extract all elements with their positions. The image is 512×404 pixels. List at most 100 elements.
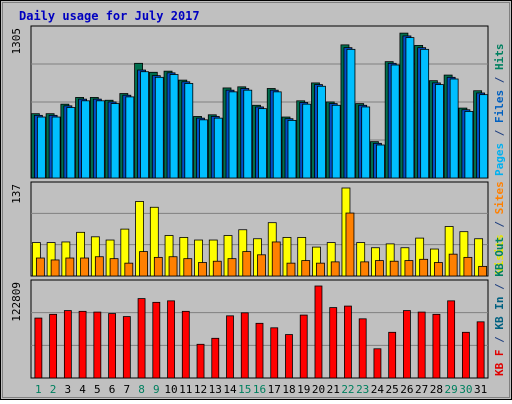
chart-title: Daily usage for July 2017 (19, 9, 200, 23)
bar-middle-sites-day-31 (478, 265, 488, 277)
bar-middle-sites-day-18 (286, 262, 296, 277)
x-tick-label-day-4: 4 (79, 383, 86, 396)
bar-middle-sites-day-25 (389, 260, 399, 277)
bar-bottom-kb-f-day-9 (152, 301, 161, 379)
bar-top-pages-day-4 (81, 100, 90, 179)
bar-middle-sites-day-17 (271, 241, 281, 277)
x-tick-label-day-30: 30 (459, 383, 472, 396)
legend-entry-bottom-0: KB F (493, 350, 506, 377)
bar-bottom-kb-f-day-18 (285, 334, 293, 379)
bar-middle-sites-day-20 (316, 262, 325, 277)
bar-top-pages-day-11 (184, 83, 194, 179)
bar-bottom-kb-f-day-3 (63, 310, 72, 379)
bar-bottom-kb-f-day-8 (137, 298, 146, 379)
bar-bottom-kb-f-day-21 (329, 307, 338, 379)
legend-entry-top-4: Hits (493, 44, 506, 71)
x-tick-label-day-7: 7 (124, 383, 131, 396)
x-axis-day-labels: 1 2 3 4 5 6 7 8 9 10 11 12 13 14 15 16 17 18 19 20 21 22 23 24 2… (35, 383, 487, 396)
bar-bottom-kb-f-day-20 (314, 285, 323, 379)
bar-top-pages-day-28 (435, 84, 444, 179)
bar-bottom-kb-f-day-16 (255, 322, 264, 379)
bar-middle-sites-day-14 (227, 258, 237, 277)
x-tick-label-day-6: 6 (109, 383, 116, 396)
bar-top-pages-day-12 (199, 119, 208, 179)
x-tick-label-day-26: 26 (400, 383, 413, 396)
bar-top-pages-day-25 (390, 64, 400, 179)
bar-bottom-kb-f-day-27 (417, 311, 426, 379)
x-tick-label-day-25: 25 (386, 383, 399, 396)
bar-middle-sites-day-2 (50, 259, 60, 277)
panel-bottom-legend: KB F / KB In / KB Out (493, 237, 506, 376)
bar-top-pages-day-1 (36, 116, 46, 179)
bar-bottom-kb-f-day-31 (476, 321, 485, 379)
x-tick-label-day-27: 27 (415, 383, 428, 396)
bar-bottom-kb-f-day-2 (49, 313, 58, 379)
x-tick-label-day-28: 28 (430, 383, 443, 396)
bar-middle-sites-day-13 (212, 260, 222, 277)
bar-middle-sites-day-7 (124, 262, 134, 277)
bar-bottom-kb-f-day-12 (196, 343, 205, 379)
bar-bottom-kb-f-day-1 (34, 317, 43, 379)
bar-top-pages-day-29 (449, 78, 459, 179)
x-tick-label-day-12: 12 (194, 383, 207, 396)
bar-top-pages-day-18 (287, 119, 297, 179)
bar-top-pages-day-17 (272, 91, 282, 179)
panel-bottom: 122809 KB F / KB In / KB Out (10, 237, 506, 379)
bar-middle-sites-day-28 (434, 262, 443, 277)
x-tick-label-day-5: 5 (94, 383, 101, 396)
bar-middle-sites-day-27 (419, 258, 429, 277)
bar-middle-sites-day-29 (448, 253, 458, 277)
bar-middle-sites-day-30 (463, 256, 473, 277)
bar-middle-sites-day-9 (153, 256, 163, 277)
bar-top-pages-day-15 (243, 89, 253, 179)
bar-top-pages-day-20 (317, 85, 326, 179)
x-tick-label-day-3: 3 (65, 383, 72, 396)
bar-middle-sites-day-1 (35, 257, 45, 277)
bar-bottom-kb-f-day-26 (403, 310, 411, 379)
bar-top-pages-day-5 (95, 100, 105, 179)
bar-bottom-kb-f-day-23 (358, 318, 367, 379)
bar-middle-sites-day-19 (301, 260, 311, 277)
x-tick-label-day-11: 11 (179, 383, 192, 396)
panel-middle-max-label: 137 (10, 184, 23, 204)
x-tick-label-day-21: 21 (327, 383, 340, 396)
x-tick-label-day-18: 18 (282, 383, 295, 396)
bar-middle-sites-day-12 (198, 262, 207, 277)
x-tick-label-day-17: 17 (268, 383, 281, 396)
legend-entry-top-3: / (493, 70, 506, 90)
bar-top-pages-day-16 (258, 108, 267, 179)
bar-bottom-kb-f-day-19 (299, 314, 308, 379)
bar-middle-sites-day-16 (257, 254, 266, 277)
legend-entry-middle-2: Sites (493, 181, 506, 214)
bar-bottom-kb-f-day-25 (388, 331, 397, 379)
x-tick-label-day-14: 14 (223, 383, 237, 396)
panel-top-legend: Pages / Files / Hits (493, 44, 506, 177)
bar-top-pages-day-30 (464, 111, 474, 179)
bar-bottom-kb-f-day-22 (344, 305, 352, 379)
x-tick-label-day-9: 9 (153, 383, 160, 396)
x-tick-label-day-24: 24 (371, 383, 385, 396)
legend-entry-top-2: Files (493, 90, 506, 123)
x-tick-label-day-23: 23 (356, 383, 369, 396)
bar-bottom-kb-f-day-13 (211, 337, 220, 379)
x-tick-label-day-29: 29 (445, 383, 458, 396)
legend-entry-bottom-1: / (493, 330, 506, 350)
bar-top-pages-day-23 (361, 106, 371, 179)
bar-bottom-kb-f-day-7 (122, 316, 131, 379)
panel-middle: 137 Visits / Sites (10, 181, 506, 277)
bar-bottom-kb-f-day-14 (226, 315, 234, 379)
bar-middle-sites-day-10 (168, 256, 178, 277)
bar-bottom-kb-f-day-6 (108, 313, 116, 379)
bar-bottom-kb-f-day-17 (270, 327, 279, 379)
x-tick-label-day-31: 31 (474, 383, 487, 396)
legend-entry-bottom-2: KB In (493, 297, 506, 330)
x-tick-label-day-19: 19 (297, 383, 310, 396)
bar-top-pages-day-10 (169, 74, 179, 179)
bar-middle-sites-day-21 (330, 261, 340, 277)
legend-entry-middle-0: Visits (493, 234, 506, 274)
bar-top-pages-day-24 (376, 144, 385, 179)
bar-top-pages-day-22 (346, 48, 356, 179)
bar-middle-sites-day-24 (375, 260, 384, 277)
